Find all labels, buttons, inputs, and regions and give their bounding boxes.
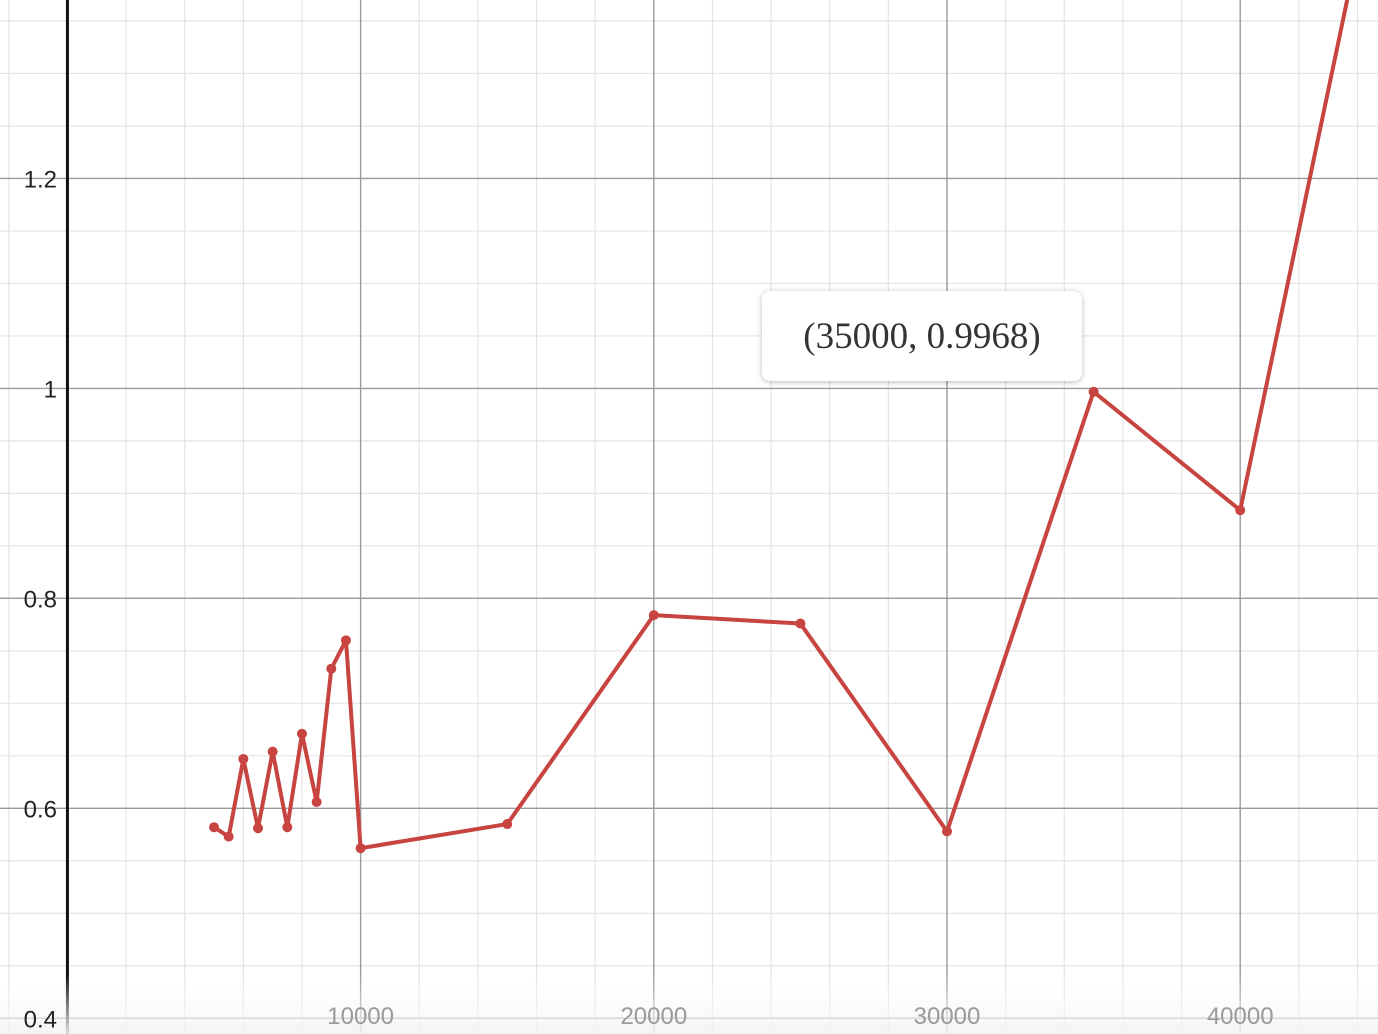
data-point[interactable]	[282, 822, 293, 833]
y-tick-label: 0.6	[24, 796, 57, 823]
y-tick-label: 1	[44, 376, 57, 403]
x-tick-labels: 10000 20000 30000 40000	[327, 1003, 1273, 1030]
y-tick-label: 0.4	[24, 1006, 57, 1033]
series-points[interactable]	[209, 386, 1246, 854]
data-point[interactable]	[340, 635, 351, 646]
x-tick-label: 10000	[327, 1003, 394, 1030]
data-point[interactable]	[326, 663, 337, 674]
data-point[interactable]	[648, 610, 659, 621]
x-tick-label: 20000	[620, 1003, 687, 1030]
series-polyline	[212, 0, 1350, 851]
data-point[interactable]	[942, 826, 953, 837]
tooltip-text: (35000, 0.9968)	[803, 315, 1041, 357]
data-point[interactable]	[223, 831, 234, 842]
data-point[interactable]	[1088, 386, 1099, 397]
x-tick-label: 40000	[1207, 1003, 1274, 1030]
data-point[interactable]	[238, 753, 249, 764]
series-line	[212, 0, 1350, 851]
bottom-fade	[0, 974, 1378, 1034]
y-tick-label: 0.8	[24, 586, 57, 613]
data-point[interactable]	[1235, 505, 1246, 516]
point-tooltip: (35000, 0.9968)	[762, 291, 1082, 381]
y-tick-label: 1.2	[24, 166, 57, 193]
data-point[interactable]	[267, 746, 278, 757]
x-tick-label: 30000	[914, 1003, 981, 1030]
data-point[interactable]	[795, 618, 806, 629]
data-point[interactable]	[355, 843, 366, 854]
y-tick-labels: 0.4 0.6 0.8 1 1.2	[24, 166, 57, 1033]
data-point[interactable]	[209, 822, 220, 833]
data-point[interactable]	[502, 819, 513, 830]
data-point[interactable]	[296, 728, 307, 739]
data-point[interactable]	[311, 797, 322, 808]
data-point[interactable]	[253, 823, 264, 834]
